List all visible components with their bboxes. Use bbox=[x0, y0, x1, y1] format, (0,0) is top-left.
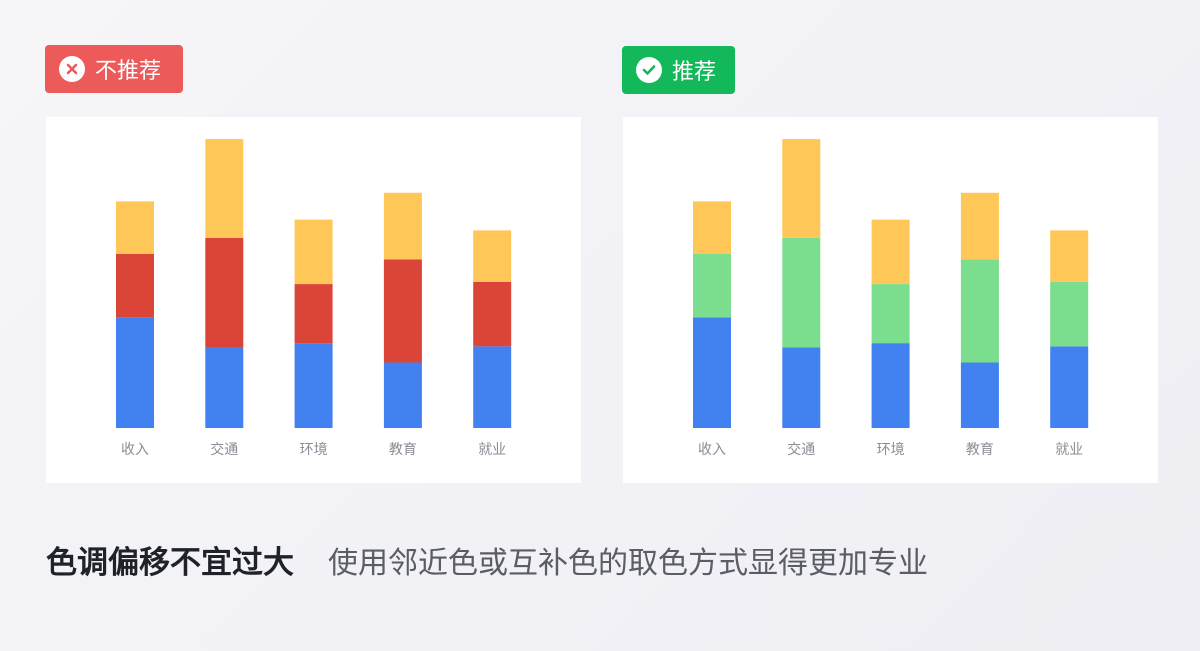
bar-segment-blue-3 bbox=[871, 343, 910, 428]
bar-segment-middle-2 bbox=[782, 237, 821, 348]
x-tick-label: 收入 bbox=[121, 442, 149, 458]
x-tick-label: 就业 bbox=[478, 442, 506, 458]
bar-segment-blue-2 bbox=[782, 347, 821, 428]
bar-segment-yellow-5 bbox=[473, 230, 512, 282]
x-tick-label: 就业 bbox=[1055, 442, 1083, 458]
bar-segment-yellow-3 bbox=[871, 219, 910, 285]
caption-description: 使用邻近色或互补色的取色方式显得更加专业 bbox=[328, 546, 928, 581]
not-recommended-chart: 收入 交通 环境 教育 就业 bbox=[116, 139, 512, 458]
bar-segment-middle-3 bbox=[294, 284, 333, 344]
bar-segment-yellow-4 bbox=[960, 192, 999, 260]
bar-segment-middle-2 bbox=[205, 237, 244, 348]
bar-segment-blue-5 bbox=[1050, 346, 1089, 428]
recommended-chart-panel: 收入 交通 环境 教育 就业 bbox=[623, 117, 1158, 483]
bar-segment-blue-1 bbox=[693, 317, 731, 428]
bar-segment-yellow-2 bbox=[205, 139, 244, 238]
bar-segment-middle-1 bbox=[693, 254, 731, 318]
bar-segment-yellow-4 bbox=[383, 192, 422, 260]
x-tick-label: 教育 bbox=[966, 442, 994, 458]
x-tick-label: 收入 bbox=[698, 442, 726, 458]
x-tick-label: 环境 bbox=[877, 442, 905, 458]
x-tick-label: 交通 bbox=[210, 441, 238, 458]
bar-segment-yellow-3 bbox=[294, 219, 333, 285]
recommended-badge: 推荐 bbox=[622, 46, 735, 94]
check-icon bbox=[636, 57, 662, 83]
bar-segment-yellow-5 bbox=[1050, 230, 1089, 282]
bar-segment-blue-2 bbox=[205, 347, 244, 428]
bar-segment-middle-5 bbox=[1050, 281, 1089, 347]
recommended-label: 推荐 bbox=[672, 60, 717, 85]
not-recommended-badge: 不推荐 bbox=[45, 45, 183, 93]
bar-segment-blue-4 bbox=[383, 362, 422, 428]
not-recommended-label: 不推荐 bbox=[95, 59, 162, 84]
bar-segment-middle-4 bbox=[960, 259, 999, 363]
bar-segment-yellow-1 bbox=[693, 201, 731, 254]
bar-segment-blue-1 bbox=[116, 317, 154, 428]
x-tick-label: 教育 bbox=[389, 442, 417, 458]
bar-segment-middle-1 bbox=[116, 254, 154, 318]
not-recommended-chart-panel: 收入 交通 环境 教育 就业 bbox=[46, 117, 581, 483]
bar-segment-yellow-1 bbox=[116, 201, 154, 254]
bar-segment-blue-5 bbox=[473, 346, 512, 428]
x-tick-label: 交通 bbox=[787, 441, 815, 458]
bar-segment-yellow-2 bbox=[782, 139, 821, 238]
bar-segment-blue-3 bbox=[294, 343, 333, 428]
bar-segment-blue-4 bbox=[960, 362, 999, 428]
caption: 色调偏移不宜过大 使用邻近色或互补色的取色方式显得更加专业 bbox=[46, 537, 928, 582]
bar-segment-middle-3 bbox=[871, 284, 910, 344]
close-icon bbox=[59, 56, 85, 82]
x-tick-label: 环境 bbox=[300, 442, 328, 458]
caption-title: 色调偏移不宜过大 bbox=[46, 545, 294, 581]
recommended-chart: 收入 交通 环境 教育 就业 bbox=[693, 139, 1089, 458]
bar-segment-middle-5 bbox=[473, 281, 512, 347]
bar-segment-middle-4 bbox=[383, 259, 422, 363]
